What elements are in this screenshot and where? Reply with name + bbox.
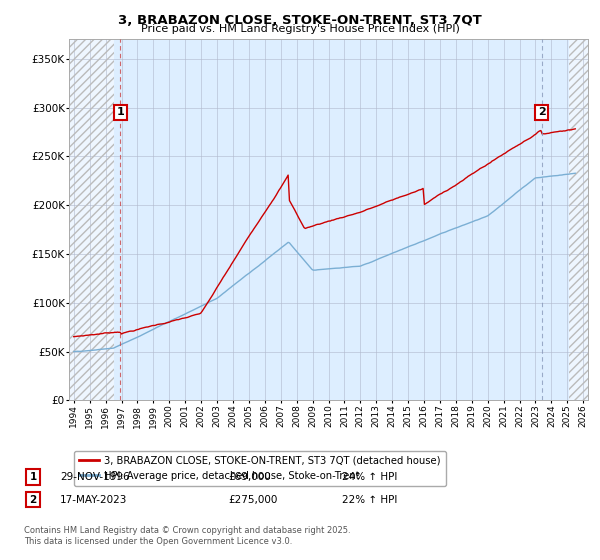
Bar (69, 39, 113, 400)
Text: 1: 1 (116, 108, 124, 118)
Bar (569, 39, 588, 400)
Text: Price paid vs. HM Land Registry's House Price Index (HPI): Price paid vs. HM Land Registry's House … (140, 24, 460, 34)
Text: £275,000: £275,000 (228, 494, 277, 505)
Text: 24% ↑ HPI: 24% ↑ HPI (342, 472, 397, 482)
Text: 22% ↑ HPI: 22% ↑ HPI (342, 494, 397, 505)
Text: 3, BRABAZON CLOSE, STOKE-ON-TRENT, ST3 7QT: 3, BRABAZON CLOSE, STOKE-ON-TRENT, ST3 7… (118, 14, 482, 27)
Text: 2: 2 (538, 108, 545, 118)
Text: 2: 2 (29, 494, 37, 505)
Text: £69,000: £69,000 (228, 472, 271, 482)
Text: Contains HM Land Registry data © Crown copyright and database right 2025.
This d: Contains HM Land Registry data © Crown c… (24, 526, 350, 546)
Bar (569, 39, 588, 400)
Bar (69, 39, 113, 400)
Text: 29-NOV-1996: 29-NOV-1996 (60, 472, 130, 482)
Text: 17-MAY-2023: 17-MAY-2023 (60, 494, 127, 505)
Legend: 3, BRABAZON CLOSE, STOKE-ON-TRENT, ST3 7QT (detached house), HPI: Average price,: 3, BRABAZON CLOSE, STOKE-ON-TRENT, ST3 7… (74, 451, 445, 486)
Text: 1: 1 (29, 472, 37, 482)
